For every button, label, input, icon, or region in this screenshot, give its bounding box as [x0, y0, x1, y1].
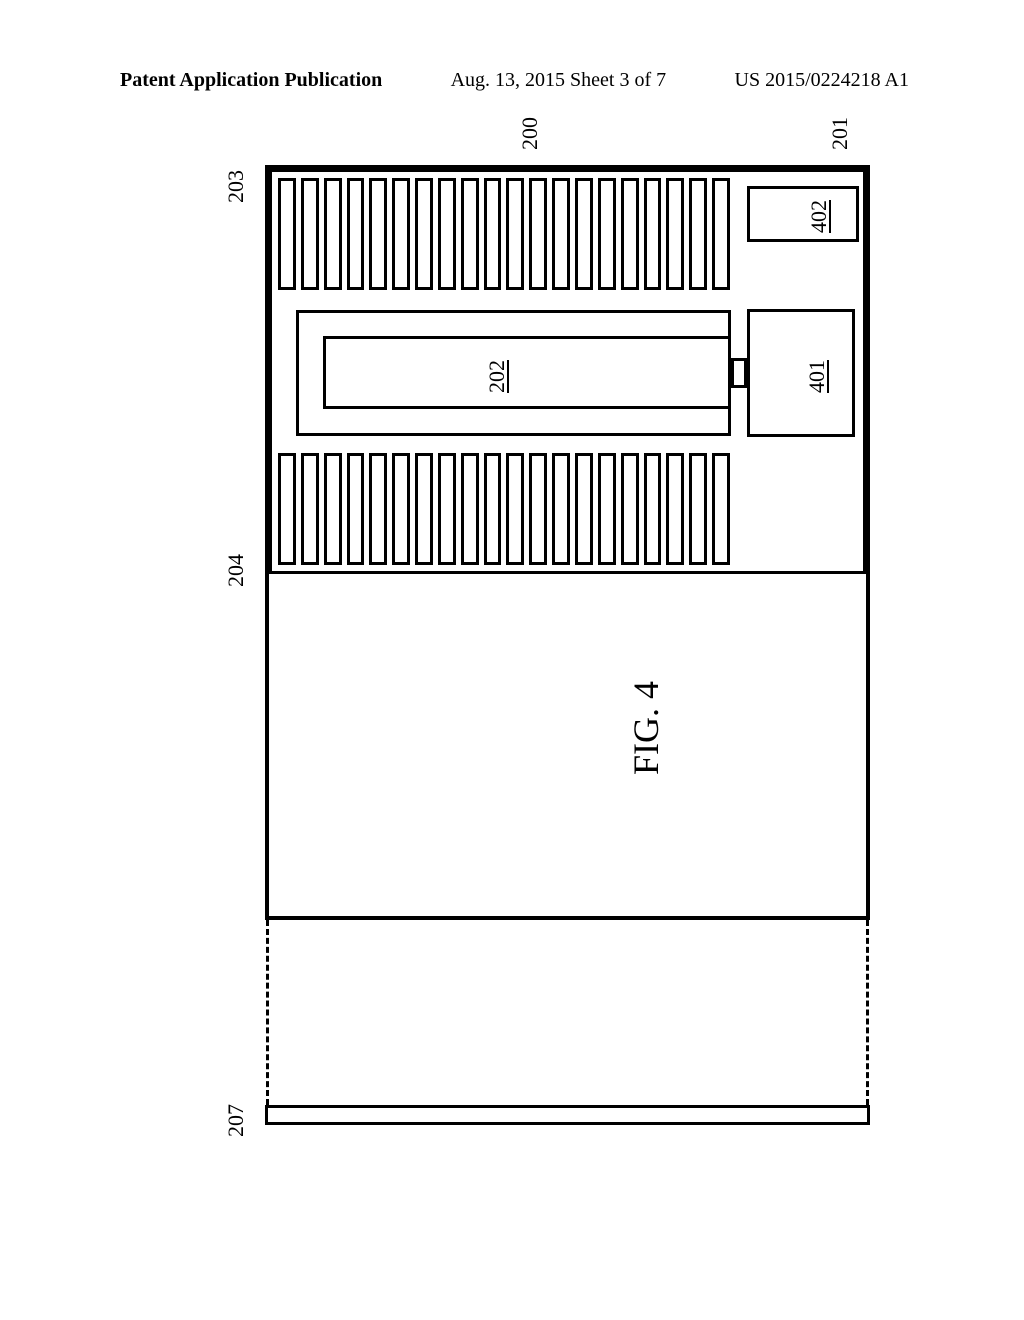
- vent-204-slot: [461, 453, 479, 565]
- figure-caption: FIG. 4: [625, 681, 667, 775]
- vent-204-slot: [666, 453, 684, 565]
- vent-203-slot: [529, 178, 547, 290]
- vent-203: [278, 178, 730, 290]
- label-207: 207: [223, 1104, 249, 1137]
- vent-204-slot: [689, 453, 707, 565]
- motor-401: [747, 309, 855, 437]
- page-header: Patent Application Publication Aug. 13, …: [0, 70, 1024, 90]
- vent-203-slot: [278, 178, 296, 290]
- header-right: US 2015/0224218 A1: [735, 70, 909, 90]
- label-200: 200: [517, 117, 543, 150]
- label-203: 203: [223, 170, 249, 203]
- vent-204-slot: [369, 453, 387, 565]
- vent-204-slot: [438, 453, 456, 565]
- vent-203-slot: [575, 178, 593, 290]
- motor-shaft: [731, 358, 747, 388]
- vent-204-slot: [644, 453, 662, 565]
- vent-203-slot: [484, 178, 502, 290]
- ext-bottom-207: [265, 1105, 870, 1125]
- vent-203-slot: [666, 178, 684, 290]
- box-201: 202 401 402: [269, 169, 866, 574]
- vent-203-slot: [392, 178, 410, 290]
- vent-203-slot: [324, 178, 342, 290]
- vent-203-slot: [552, 178, 570, 290]
- vent-204-slot: [506, 453, 524, 565]
- vent-204-slot: [575, 453, 593, 565]
- vent-203-slot: [438, 178, 456, 290]
- vent-203-slot: [644, 178, 662, 290]
- header-left: Patent Application Publication: [120, 70, 382, 90]
- vent-204-slot: [301, 453, 319, 565]
- ext-dashed-left: [266, 920, 269, 1105]
- vent-204: [278, 453, 730, 565]
- vent-204-slot: [598, 453, 616, 565]
- vent-204-slot: [484, 453, 502, 565]
- ext-dashed-right: [866, 920, 869, 1105]
- vent-204-slot: [712, 453, 730, 565]
- vent-203-slot: [369, 178, 387, 290]
- vent-203-slot: [621, 178, 639, 290]
- vent-203-slot: [301, 178, 319, 290]
- figure-4: 202 401 402 200 201 203 204 207: [265, 165, 870, 1130]
- vent-203-slot: [415, 178, 433, 290]
- label-401: 401: [804, 360, 830, 393]
- label-402: 402: [806, 200, 832, 233]
- vent-204-slot: [621, 453, 639, 565]
- tube-202-inner: [323, 336, 731, 409]
- vent-204-slot: [347, 453, 365, 565]
- vent-203-slot: [712, 178, 730, 290]
- page: Patent Application Publication Aug. 13, …: [0, 0, 1024, 1320]
- box-402: [747, 186, 859, 242]
- label-201: 201: [827, 117, 853, 150]
- vent-204-slot: [278, 453, 296, 565]
- vent-203-slot: [506, 178, 524, 290]
- vent-203-slot: [689, 178, 707, 290]
- vent-204-slot: [529, 453, 547, 565]
- label-202: 202: [484, 360, 510, 393]
- vent-203-slot: [347, 178, 365, 290]
- vent-203-slot: [461, 178, 479, 290]
- vent-204-slot: [552, 453, 570, 565]
- vent-204-slot: [415, 453, 433, 565]
- label-204: 204: [223, 554, 249, 587]
- vent-204-slot: [324, 453, 342, 565]
- vent-204-slot: [392, 453, 410, 565]
- vent-203-slot: [598, 178, 616, 290]
- header-center: Aug. 13, 2015 Sheet 3 of 7: [451, 70, 667, 90]
